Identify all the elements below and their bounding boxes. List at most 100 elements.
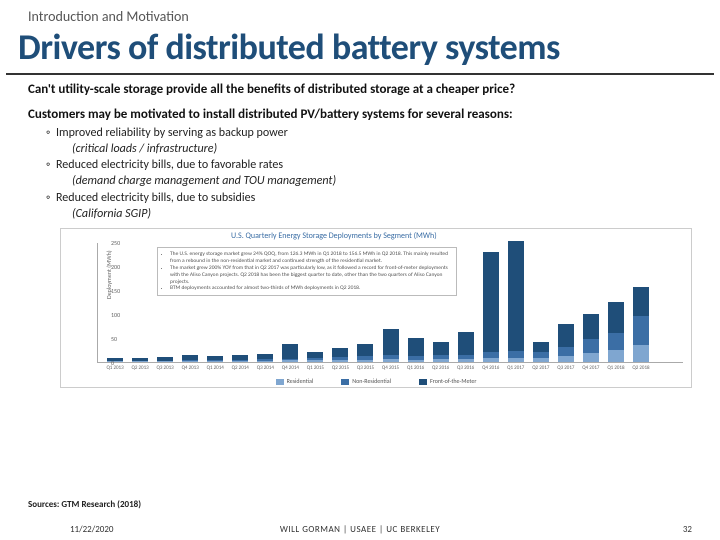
chart-bar-segment xyxy=(433,359,449,362)
chart-bar xyxy=(207,356,223,362)
chart-bar-segment xyxy=(207,361,223,362)
chart-bar xyxy=(257,354,273,362)
chart-bar xyxy=(383,329,399,362)
chart-container: U.S. Quarterly Energy Storage Deployment… xyxy=(60,228,692,388)
chart-bar-segment xyxy=(282,344,298,358)
chart-bar-segment xyxy=(458,332,474,355)
bullet-item: ◦Improved reliability by serving as back… xyxy=(46,125,692,141)
bullet-sub: (demand charge management and TOU manage… xyxy=(46,173,692,189)
chart-bar-segment xyxy=(558,356,574,362)
chart-bar xyxy=(583,314,599,362)
footer-attribution: WILL GORMAN | USAEE | UC BERKELEY xyxy=(0,524,720,535)
chart-bar-segment xyxy=(633,316,649,345)
chart-xtick: Q1 2013 xyxy=(105,365,125,371)
chart-ytick: 200 xyxy=(111,263,120,271)
chart-bar xyxy=(157,357,173,362)
chart-bar-segment xyxy=(608,350,624,362)
chart-xtick: Q4 2013 xyxy=(180,365,200,371)
chart-xtick: Q4 2014 xyxy=(280,365,300,371)
chart-bar-segment xyxy=(633,287,649,316)
chart-bar-segment xyxy=(257,361,273,362)
chart-xtick: Q2 2015 xyxy=(330,365,350,371)
chart-bar xyxy=(508,241,524,362)
chart-xtick: Q1 2018 xyxy=(606,365,626,371)
chart-bar xyxy=(558,324,574,362)
chart-ytick: 50 xyxy=(111,335,117,343)
chart-bar xyxy=(332,348,348,362)
chart-bar-segment xyxy=(132,361,148,362)
chart-bar-segment xyxy=(357,344,373,356)
chart-xtick: Q2 2014 xyxy=(230,365,250,371)
chart-bar-segment xyxy=(157,361,173,362)
chart-bar xyxy=(483,252,499,362)
legend-item: Residential xyxy=(276,377,314,385)
bullet-list: ◦Improved reliability by serving as back… xyxy=(28,125,692,222)
chart-title: U.S. Quarterly Energy Storage Deployment… xyxy=(61,229,691,241)
chart-ytick: 150 xyxy=(111,287,120,295)
chart-bar-segment xyxy=(533,342,549,352)
chart-xtick: Q2 2017 xyxy=(531,365,551,371)
content-block: Can't utility-scale storage provide all … xyxy=(0,83,720,222)
chart-xtick: Q3 2013 xyxy=(155,365,175,371)
chart-bar xyxy=(182,355,198,362)
chart-xtick: Q4 2017 xyxy=(581,365,601,371)
chart-bar-segment xyxy=(558,324,574,347)
chart-ytick: 250 xyxy=(111,239,120,247)
chart-xtick: Q1 2016 xyxy=(406,365,426,371)
chart-bar-segment xyxy=(182,361,198,362)
chart-xtick: Q2 2016 xyxy=(431,365,451,371)
footer: 11/22/2020 WILL GORMAN | USAEE | UC BERK… xyxy=(0,518,720,540)
legend-item: Front-of-the-Meter xyxy=(419,377,476,385)
section-label: Introduction and Motivation xyxy=(0,0,720,25)
chart-xtick: Q3 2016 xyxy=(456,365,476,371)
chart-bar-segment xyxy=(383,359,399,362)
chart-plot-area: The U.S. energy storage market grew 24% … xyxy=(97,243,683,363)
chart-bars: Q1 2013Q2 2013Q3 2013Q4 2013Q1 2014Q2 20… xyxy=(97,243,683,363)
chart-xtick: Q2 2018 xyxy=(631,365,651,371)
chart-bar-segment xyxy=(458,359,474,362)
chart-bar-segment xyxy=(508,241,524,351)
chart-xtick: Q4 2016 xyxy=(481,365,501,371)
chart-bar xyxy=(533,342,549,362)
chart-bar xyxy=(458,332,474,362)
bullet-sub: (California SGIP) xyxy=(46,206,692,222)
chart-bar xyxy=(307,352,323,362)
chart-bar xyxy=(633,287,649,362)
chart-bar xyxy=(608,302,624,362)
lead-question: Can't utility-scale storage provide all … xyxy=(28,83,692,98)
page-title: Drivers of distributed battery systems xyxy=(6,25,714,75)
bullet-item: ◦Reduced electricity bills, due to favor… xyxy=(46,157,692,173)
chart-ytick: 100 xyxy=(111,311,120,319)
chart-bar-segment xyxy=(232,361,248,362)
chart-bar-segment xyxy=(583,353,599,362)
chart-bar-segment xyxy=(583,339,599,353)
bullet-sub: (critical loads / infrastructure) xyxy=(46,141,692,157)
chart-bar-segment xyxy=(408,360,424,362)
chart-xtick: Q1 2015 xyxy=(305,365,325,371)
chart-bar-segment xyxy=(583,314,599,339)
chart-xtick: Q2 2013 xyxy=(130,365,150,371)
chart-bar xyxy=(433,342,449,362)
chart-xtick: Q1 2017 xyxy=(506,365,526,371)
chart-xtick: Q3 2017 xyxy=(556,365,576,371)
chart-ytick: 0 xyxy=(111,359,114,367)
chart-bar xyxy=(132,358,148,362)
chart-xtick: Q3 2015 xyxy=(355,365,375,371)
chart-bar xyxy=(107,358,123,362)
chart-bar-segment xyxy=(408,338,424,356)
chart-bar-segment xyxy=(533,358,549,362)
chart-xtick: Q3 2014 xyxy=(255,365,275,371)
chart-bar-segment xyxy=(508,358,524,362)
chart-bar xyxy=(357,344,373,362)
chart-bar-segment xyxy=(282,360,298,362)
chart-bar-segment xyxy=(608,333,624,349)
chart-bar-segment xyxy=(357,360,373,362)
chart-bar-segment xyxy=(107,361,123,362)
chart-bar xyxy=(232,355,248,362)
chart-bar-segment xyxy=(608,302,624,334)
footer-page-number: 32 xyxy=(683,524,692,535)
legend-item: Non-Residential xyxy=(341,377,391,385)
bullet-item: ◦Reduced electricity bills, due to subsi… xyxy=(46,190,692,206)
chart-xtick: Q4 2015 xyxy=(381,365,401,371)
chart-bar-segment xyxy=(433,342,449,355)
